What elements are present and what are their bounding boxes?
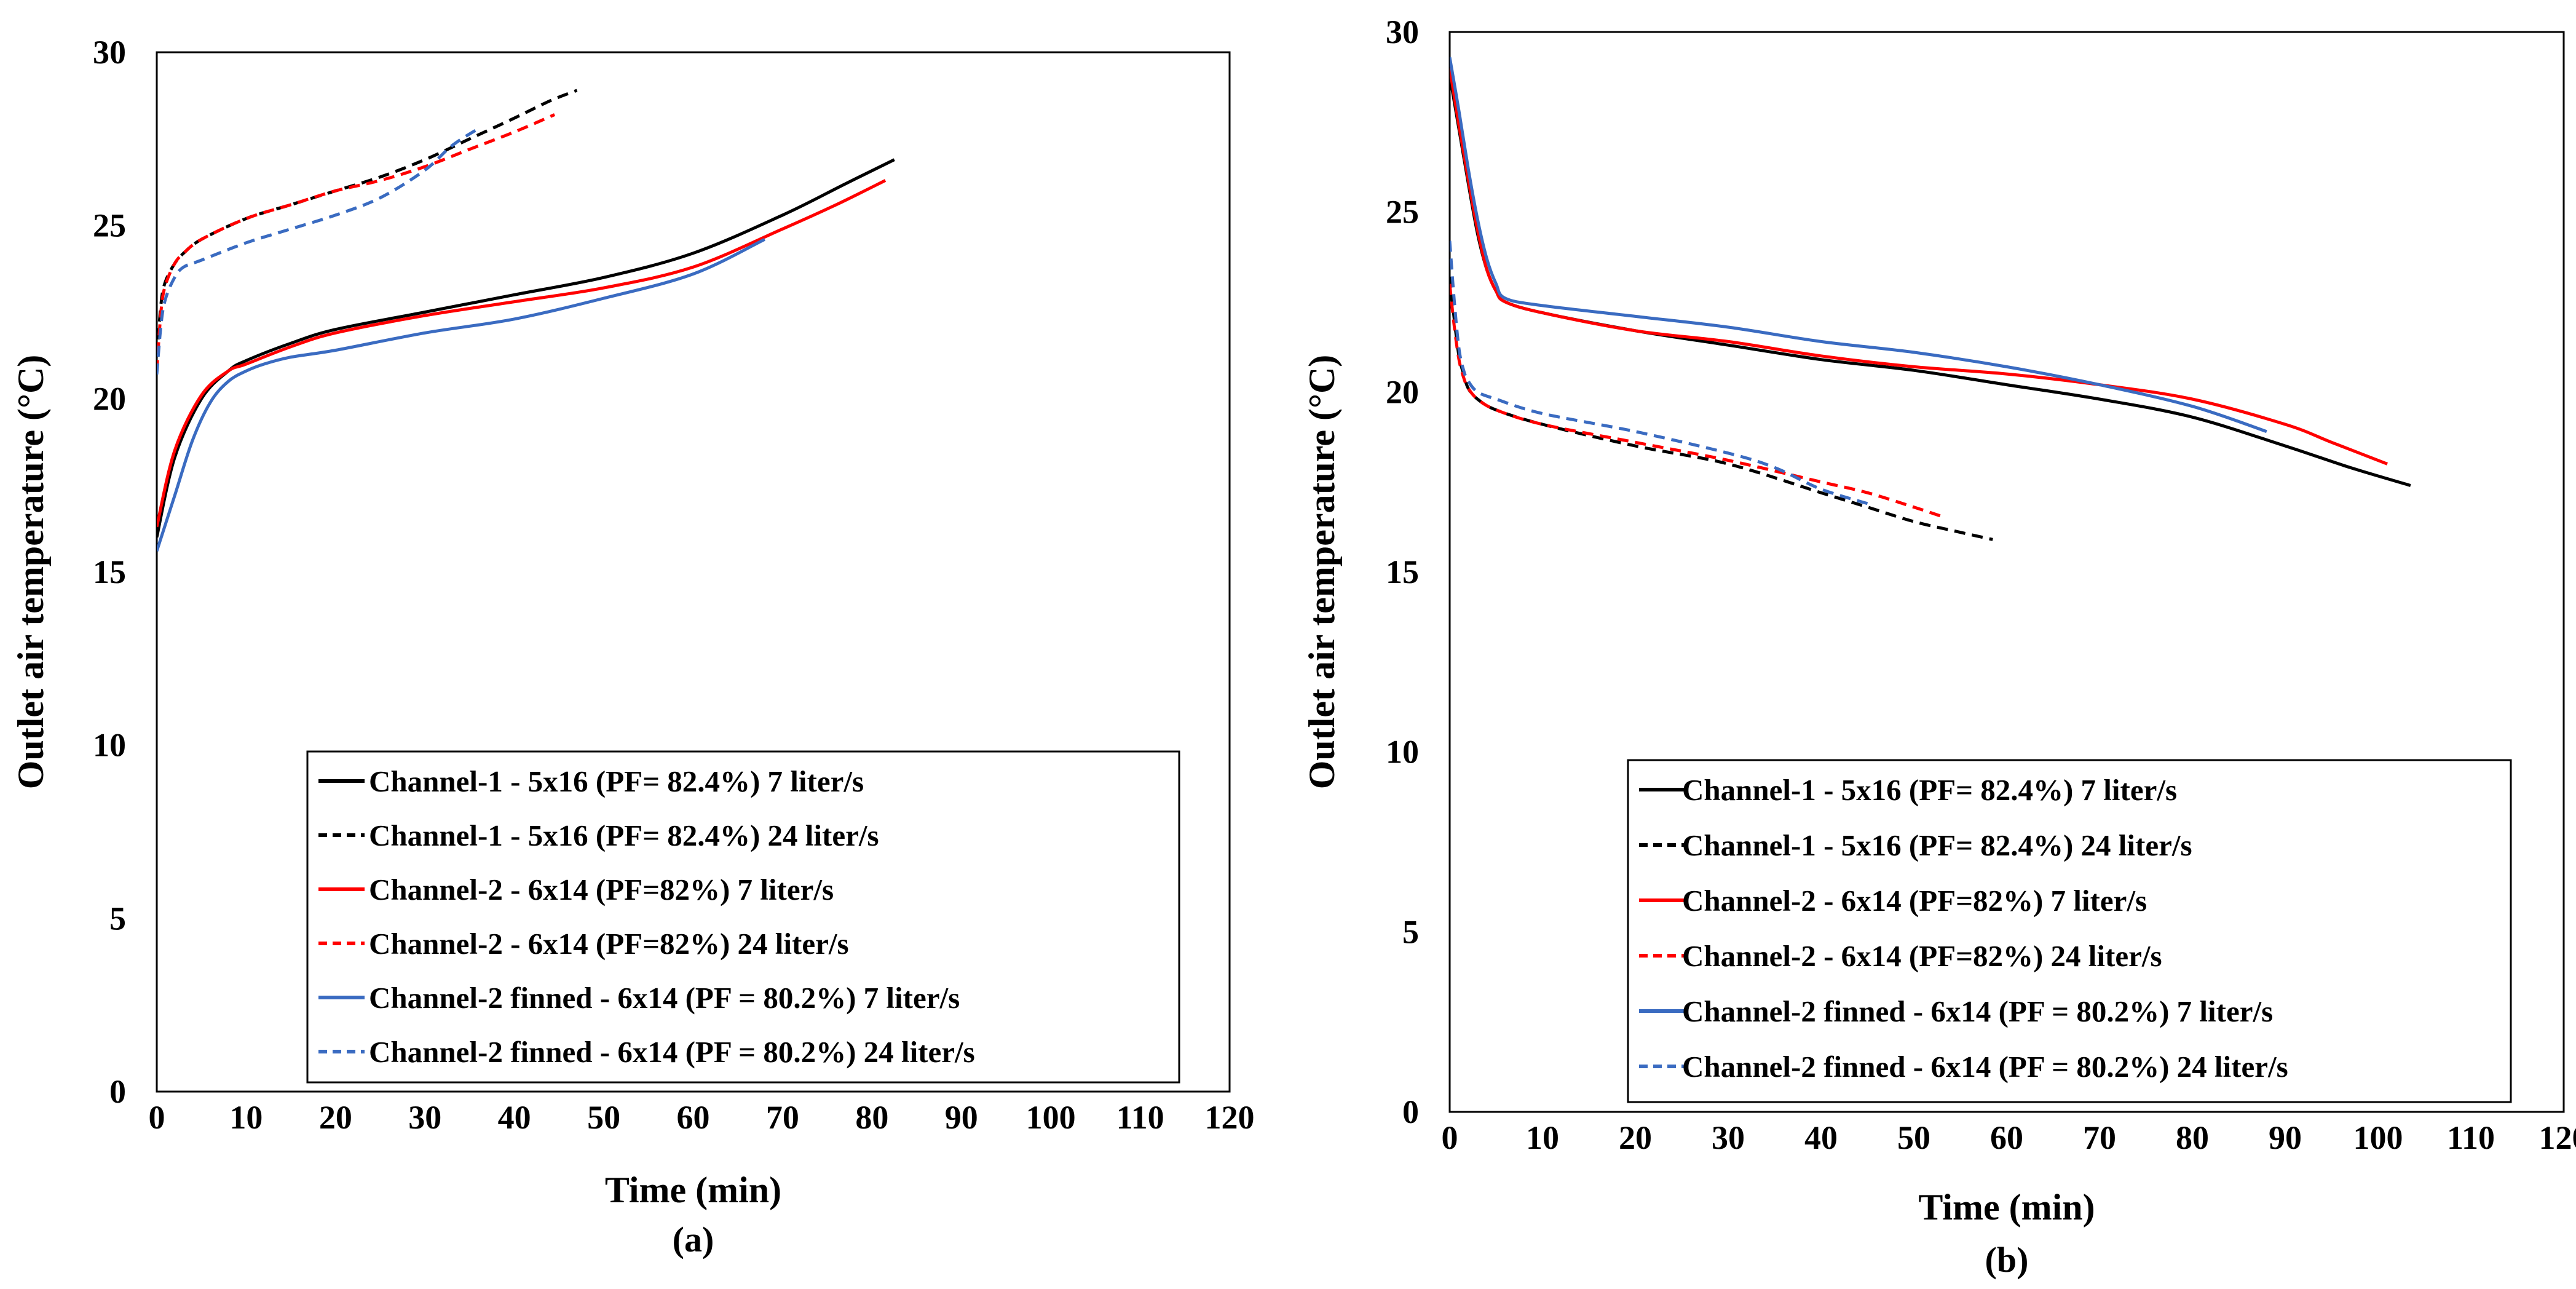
x-tick-label: 0 — [1442, 1119, 1458, 1156]
legend-label: Channel-1 - 5x16 (PF= 82.4%) 24 liter/s — [369, 819, 879, 852]
y-tick-label: 30 — [1386, 14, 1419, 50]
x-axis-title: Time (min) — [1918, 1187, 2095, 1228]
legend-label: Channel-2 - 6x14 (PF=82%) 24 liter/s — [1682, 939, 2162, 973]
x-tick-label: 110 — [2447, 1119, 2495, 1156]
x-tick-label: 60 — [1990, 1119, 2023, 1156]
y-tick-label: 25 — [1386, 194, 1419, 231]
y-tick-label: 15 — [93, 553, 126, 590]
y-tick-label: 10 — [1386, 734, 1419, 771]
x-tick-label: 20 — [319, 1099, 352, 1136]
y-tick-label: 0 — [109, 1073, 126, 1110]
legend-label: Channel-2 finned - 6x14 (PF = 80.2%) 24 … — [1682, 1050, 2288, 1084]
x-tick-label: 90 — [2269, 1119, 2302, 1156]
legend-box — [307, 752, 1179, 1082]
x-tick-label: 70 — [2083, 1119, 2116, 1156]
x-tick-label: 120 — [1205, 1099, 1255, 1136]
y-tick-label: 10 — [93, 727, 126, 764]
x-tick-label: 60 — [677, 1099, 710, 1136]
x-tick-label: 100 — [2353, 1119, 2403, 1156]
legend-label: Channel-2 - 6x14 (PF=82%) 24 liter/s — [369, 927, 849, 961]
legend-label: Channel-2 - 6x14 (PF=82%) 7 liter/s — [1682, 884, 2147, 918]
y-axis-title: Outlet air temperature (°C) — [10, 355, 51, 790]
x-tick-label: 100 — [1026, 1099, 1076, 1136]
legend-label: Channel-2 finned - 6x14 (PF = 80.2%) 7 l… — [1682, 994, 2273, 1028]
panel-label: (b) — [1985, 1240, 2029, 1280]
x-tick-label: 40 — [498, 1099, 531, 1136]
x-tick-label: 90 — [945, 1099, 978, 1136]
x-tick-label: 80 — [2176, 1119, 2209, 1156]
y-tick-label: 5 — [1402, 913, 1419, 950]
x-tick-label: 80 — [855, 1099, 888, 1136]
y-tick-label: 0 — [1402, 1093, 1419, 1130]
x-tick-label: 120 — [2539, 1119, 2576, 1156]
legend-label: Channel-1 - 5x16 (PF= 82.4%) 24 liter/s — [1682, 828, 2192, 862]
legend-label: Channel-2 finned - 6x14 (PF = 80.2%) 24 … — [369, 1035, 975, 1069]
legend-label: Channel-2 - 6x14 (PF=82%) 7 liter/s — [369, 873, 834, 906]
x-tick-label: 20 — [1619, 1119, 1652, 1156]
y-axis-title: Outlet air temperature (°C) — [1302, 355, 1342, 790]
legend-label: Channel-1 - 5x16 (PF= 82.4%) 7 liter/s — [1682, 773, 2177, 807]
legend-label: Channel-2 finned - 6x14 (PF = 80.2%) 7 l… — [369, 981, 960, 1015]
y-tick-label: 5 — [109, 900, 126, 937]
x-tick-label: 110 — [1116, 1099, 1164, 1136]
x-tick-label: 10 — [1526, 1119, 1559, 1156]
x-tick-label: 70 — [766, 1099, 799, 1136]
x-tick-label: 50 — [587, 1099, 620, 1136]
y-tick-label: 25 — [93, 207, 126, 244]
legend-label: Channel-1 - 5x16 (PF= 82.4%) 7 liter/s — [369, 764, 864, 798]
panel-label: (a) — [673, 1220, 714, 1259]
x-tick-label: 40 — [1804, 1119, 1838, 1156]
x-tick-label: 0 — [149, 1099, 165, 1136]
y-tick-label: 15 — [1386, 553, 1419, 590]
x-tick-label: 30 — [1712, 1119, 1745, 1156]
y-tick-label: 30 — [93, 34, 126, 71]
y-tick-label: 20 — [1386, 373, 1419, 410]
x-axis-title: Time (min) — [605, 1170, 781, 1210]
x-tick-label: 10 — [229, 1099, 263, 1136]
x-tick-label: 30 — [408, 1099, 441, 1136]
y-tick-label: 20 — [93, 380, 126, 417]
x-tick-label: 50 — [1897, 1119, 1930, 1156]
